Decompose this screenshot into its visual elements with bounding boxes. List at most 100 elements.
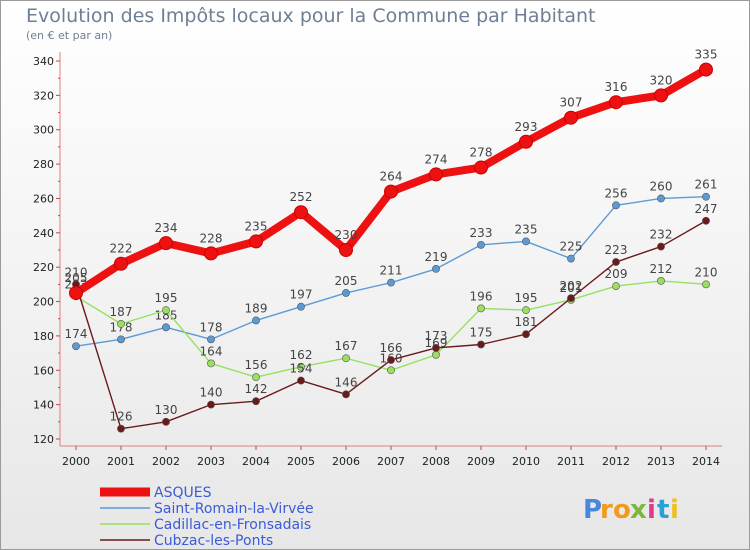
data-point xyxy=(387,356,395,364)
data-point xyxy=(114,256,128,271)
data-label: 210 xyxy=(65,265,88,279)
y-tick-label: 160 xyxy=(33,364,54,377)
data-label: 233 xyxy=(470,226,493,240)
data-label: 212 xyxy=(650,262,673,276)
y-tick-label: 180 xyxy=(33,330,54,343)
data-label: 247 xyxy=(695,202,718,216)
data-label: 167 xyxy=(335,339,358,353)
data-label: 260 xyxy=(650,179,673,193)
legend-label: Cadillac-en-Fronsadais xyxy=(154,517,311,533)
data-label: 307 xyxy=(560,96,583,110)
data-point xyxy=(657,277,665,285)
logo-letter: i xyxy=(647,495,656,525)
x-tick-label: 2006 xyxy=(332,455,360,468)
data-label: 196 xyxy=(470,289,493,303)
data-point xyxy=(702,192,710,201)
data-label: 164 xyxy=(200,344,223,358)
data-label: 274 xyxy=(425,152,448,166)
logo-letter: t xyxy=(657,495,669,525)
data-label: 252 xyxy=(290,190,313,204)
data-label: 261 xyxy=(695,178,718,192)
data-label: 156 xyxy=(245,358,268,372)
data-label: 320 xyxy=(650,73,673,87)
data-point xyxy=(162,323,170,332)
data-label: 130 xyxy=(155,403,178,417)
x-tick-label: 2011 xyxy=(557,455,585,468)
logo-letter: P xyxy=(583,495,602,525)
data-point xyxy=(252,397,260,406)
data-point xyxy=(387,278,395,287)
data-point xyxy=(657,242,665,251)
x-tick-label: 2013 xyxy=(647,455,675,468)
data-label: 278 xyxy=(470,146,493,160)
data-label: 205 xyxy=(65,271,88,285)
data-label: 175 xyxy=(470,326,493,340)
data-label: 234 xyxy=(155,221,178,235)
logo-letter: o xyxy=(613,495,631,525)
data-label: 142 xyxy=(245,382,268,396)
legend: ASQUESSaint-Romain-la-VirvéeCadillac-en-… xyxy=(100,485,314,549)
data-point xyxy=(297,376,305,385)
data-label: 316 xyxy=(605,80,628,94)
data-label: 140 xyxy=(200,386,223,400)
data-point xyxy=(342,390,350,399)
chart-title: Evolution des Impôts locaux pour la Comm… xyxy=(26,5,596,27)
data-label: 173 xyxy=(425,329,448,343)
data-point xyxy=(387,366,395,375)
data-label: 293 xyxy=(515,120,538,134)
data-point xyxy=(432,344,440,352)
data-point xyxy=(474,160,488,175)
data-point xyxy=(699,62,713,77)
data-point xyxy=(207,359,215,368)
data-point xyxy=(429,167,443,182)
data-point xyxy=(339,243,353,257)
data-label: 209 xyxy=(605,267,628,281)
logo-letter: r xyxy=(600,495,613,525)
data-point xyxy=(432,350,440,359)
data-point xyxy=(342,354,350,363)
legend-label: Cubzac-les-Ponts xyxy=(154,533,273,549)
y-tick-label: 340 xyxy=(33,55,54,68)
data-point xyxy=(159,236,173,251)
legend-label: Saint-Romain-la-Virvée xyxy=(154,501,314,517)
chart-subtitle: (en € et par an) xyxy=(26,29,112,42)
data-label: 228 xyxy=(200,231,223,245)
data-label: 195 xyxy=(515,291,538,305)
data-point xyxy=(69,285,83,300)
data-label: 219 xyxy=(425,250,448,264)
y-tick-label: 260 xyxy=(33,192,54,205)
data-point xyxy=(117,335,125,344)
data-label: 162 xyxy=(290,348,313,362)
data-label: 235 xyxy=(245,219,268,233)
data-label: 197 xyxy=(290,288,313,302)
data-label: 154 xyxy=(290,362,313,376)
data-point xyxy=(702,216,710,225)
data-label: 126 xyxy=(110,410,133,424)
data-point xyxy=(297,362,305,371)
data-label: 189 xyxy=(245,301,268,315)
series-Cubzac-les-Ponts: 210 126 130 140 142 154 146 166 173 175 181 202 223 2… xyxy=(65,202,718,433)
x-tick-label: 2007 xyxy=(377,455,405,468)
x-tick-label: 2004 xyxy=(242,455,270,468)
data-point xyxy=(477,240,485,249)
data-point xyxy=(162,417,170,426)
data-point xyxy=(162,306,170,315)
data-point xyxy=(612,258,620,266)
x-tick-label: 2001 xyxy=(107,455,135,468)
y-tick-label: 200 xyxy=(33,296,54,309)
data-point xyxy=(204,246,218,261)
axes: 120 140 160 180 200 220 240 260 280 300 320 340 2000… xyxy=(33,52,722,468)
data-label: 230 xyxy=(335,228,358,242)
data-label: 146 xyxy=(335,375,358,389)
y-tick-label: 280 xyxy=(33,158,54,171)
data-label: 210 xyxy=(695,265,718,279)
series-layer: 1741781851781891972052112192332352252562… xyxy=(65,48,718,433)
proxiti-logo: Pr o x i t i xyxy=(583,495,679,525)
x-tick-label: 2010 xyxy=(512,455,540,468)
data-label: 225 xyxy=(560,240,583,254)
series-Cadillac-en-Fronsadais: 2031871951641561621671601691961952012092… xyxy=(65,262,718,382)
y-tick-label: 300 xyxy=(33,124,54,137)
data-label: 335 xyxy=(695,48,718,62)
data-label: 223 xyxy=(605,243,628,257)
